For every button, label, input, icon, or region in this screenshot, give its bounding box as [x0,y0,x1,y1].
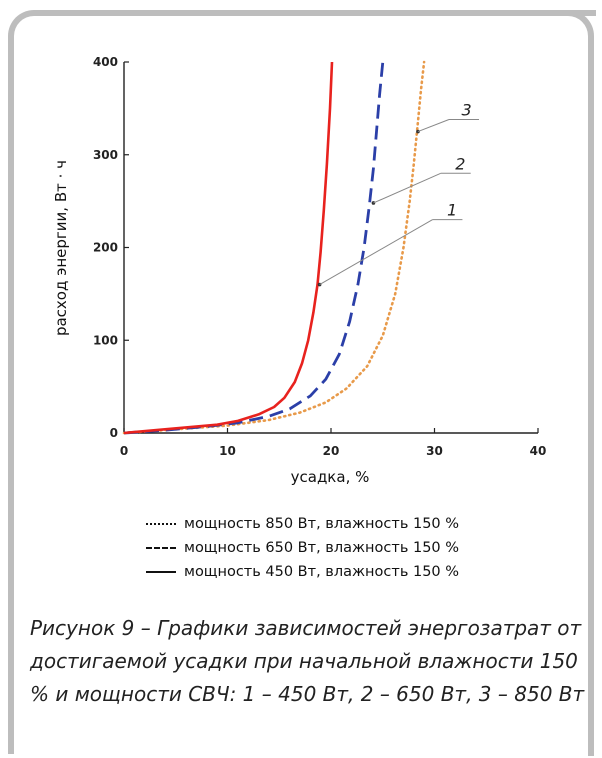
x-tick-label: 40 [530,444,547,458]
legend-item-450: мощность 450 Вт, влажность 150 % [146,560,459,584]
x-tick-label: 30 [426,444,443,458]
x-tick-label: 20 [323,444,340,458]
legend-item-850: мощность 850 Вт, влажность 150 % [146,512,459,536]
x-tick-label: 0 [120,444,128,458]
leader-line-1 [319,219,433,286]
legend: мощность 850 Вт, влажность 150 % мощност… [146,512,459,584]
curve-annotations: 1 2 3 [317,101,479,287]
y-tick-label: 300 [93,148,118,162]
figure-frame-corner [560,10,594,44]
y-tick-label: 200 [93,241,118,255]
series-line-2 [123,61,385,435]
curve-number-1: 1 [447,201,457,220]
legend-label-450: мощность 450 Вт, влажность 150 % [184,564,460,580]
legend-dashed-sample [146,547,176,549]
y-tick-label: 100 [93,333,118,347]
legend-dotted-sample [146,523,176,525]
figure-frame-right [588,36,594,756]
y-axis-label: расход энергии, Вт · ч [52,160,70,336]
series-line-1 [123,61,334,435]
leader-line-2 [373,172,441,204]
y-tick-label: 0 [110,426,118,440]
figure-frame [8,10,596,754]
x-tick-label: 10 [219,444,236,458]
series-line-3 [122,60,426,435]
leader-line-3 [417,119,450,133]
figure-caption: Рисунок 9 – Графики зависимостей энергоз… [30,616,585,706]
legend-label-850: мощность 850 Вт, влажность 150 % [184,516,460,532]
series-group [122,60,426,435]
curve-number-3: 3 [461,101,471,120]
legend-item-650: мощность 650 Вт, влажность 150 % [146,536,459,560]
curve-number-2: 2 [455,154,465,173]
legend-solid-sample [146,571,176,573]
legend-label-650: мощность 650 Вт, влажность 150 % [184,540,460,556]
y-tick-label: 400 [93,55,118,69]
x-axis-label: усадка, % [291,468,370,486]
